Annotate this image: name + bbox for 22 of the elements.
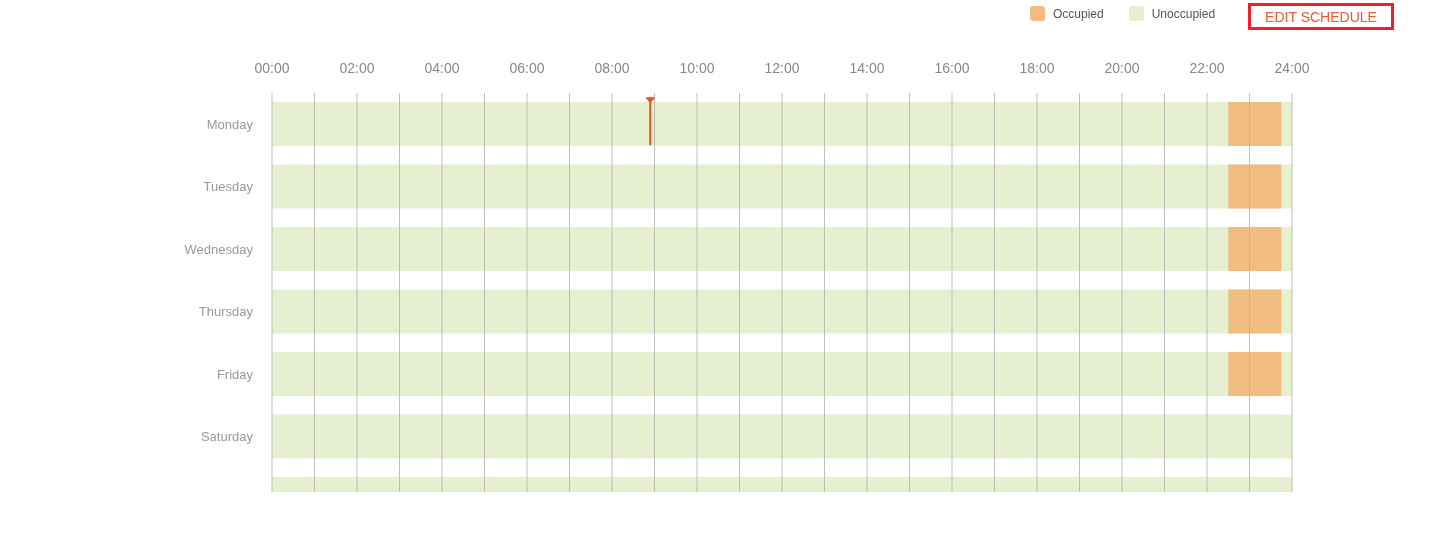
x-tick-label: 10:00	[679, 60, 715, 76]
x-tick-label: 14:00	[849, 60, 885, 76]
legend-label: Unoccupied	[1151, 6, 1216, 21]
x-tick-label: 22:00	[1189, 60, 1225, 76]
y-tick-label: Tuesday	[203, 179, 254, 195]
y-tick-label: Wednesday	[184, 241, 254, 257]
x-tick-label: 08:00	[594, 60, 630, 76]
x-tick-label: 12:00	[764, 60, 800, 76]
x-tick-label: 00:00	[254, 60, 290, 76]
y-tick-label: Friday	[216, 366, 254, 382]
x-tick-label: 16:00	[934, 60, 970, 76]
x-tick-label: 06:00	[509, 60, 545, 76]
y-tick-label: Saturday	[200, 429, 254, 445]
x-tick-label: 02:00	[339, 60, 375, 76]
x-tick-label: 24:00	[1274, 60, 1310, 76]
button: EDIT SCHEDULE	[1248, 3, 1394, 30]
x-tick-label: 18:00	[1019, 60, 1055, 76]
y-tick-label: Monday	[206, 116, 254, 132]
legend-label: Occupied	[1053, 6, 1104, 21]
x-tick-label: 04:00	[424, 60, 460, 76]
y-tick-label: Thursday	[198, 304, 254, 320]
x-tick-label: 20:00	[1104, 60, 1140, 76]
